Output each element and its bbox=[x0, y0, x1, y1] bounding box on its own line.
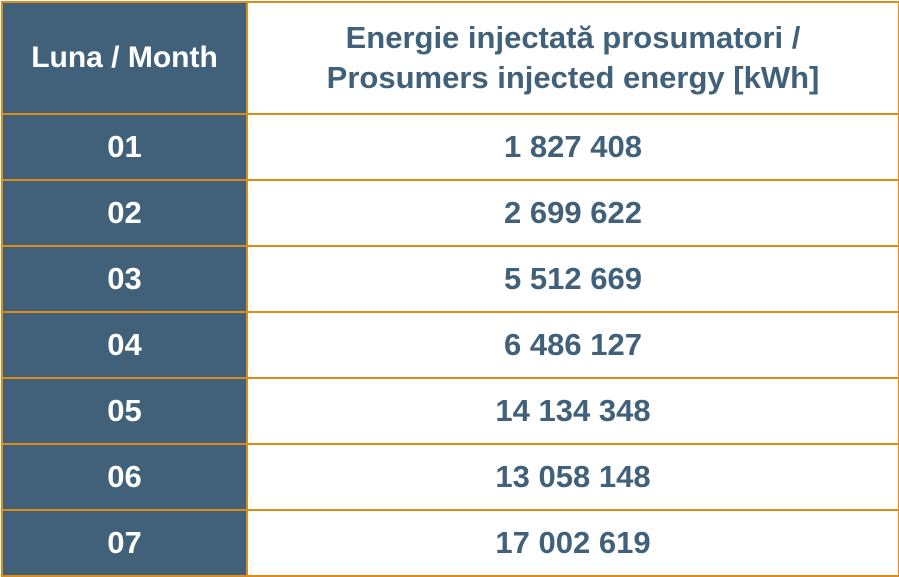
month-column-header: Luna / Month bbox=[1, 1, 248, 115]
energy-value-cell: 6 486 127 bbox=[246, 311, 899, 379]
table-row: 06 13 058 148 bbox=[1, 443, 899, 511]
table-row: 04 6 486 127 bbox=[1, 311, 899, 379]
energy-value-cell: 14 134 348 bbox=[246, 377, 899, 445]
table-row: 03 5 512 669 bbox=[1, 245, 899, 313]
month-cell: 04 bbox=[1, 311, 248, 379]
month-cell: 03 bbox=[1, 245, 248, 313]
table-row: 01 1 827 408 bbox=[1, 113, 899, 181]
energy-value-cell: 2 699 622 bbox=[246, 179, 899, 247]
energy-value-cell: 17 002 619 bbox=[246, 509, 899, 577]
energy-value-cell: 13 058 148 bbox=[246, 443, 899, 511]
table-header-row: Luna / Month Energie injectată prosumato… bbox=[1, 1, 899, 115]
month-cell: 02 bbox=[1, 179, 248, 247]
month-cell: 05 bbox=[1, 377, 248, 445]
month-cell: 01 bbox=[1, 113, 248, 181]
month-cell: 06 bbox=[1, 443, 248, 511]
energy-column-header: Energie injectată prosumatori / Prosumer… bbox=[246, 1, 899, 115]
energy-header-line-1: Energie injectată prosumatori / bbox=[345, 20, 801, 55]
table-row: 02 2 699 622 bbox=[1, 179, 899, 247]
table-row: 05 14 134 348 bbox=[1, 377, 899, 445]
table-row: 07 17 002 619 bbox=[1, 509, 899, 577]
month-cell: 07 bbox=[1, 509, 248, 577]
energy-value-cell: 5 512 669 bbox=[246, 245, 899, 313]
energy-value-cell: 1 827 408 bbox=[246, 113, 899, 181]
energy-header-line-2: Prosumers injected energy [kWh] bbox=[326, 60, 820, 95]
